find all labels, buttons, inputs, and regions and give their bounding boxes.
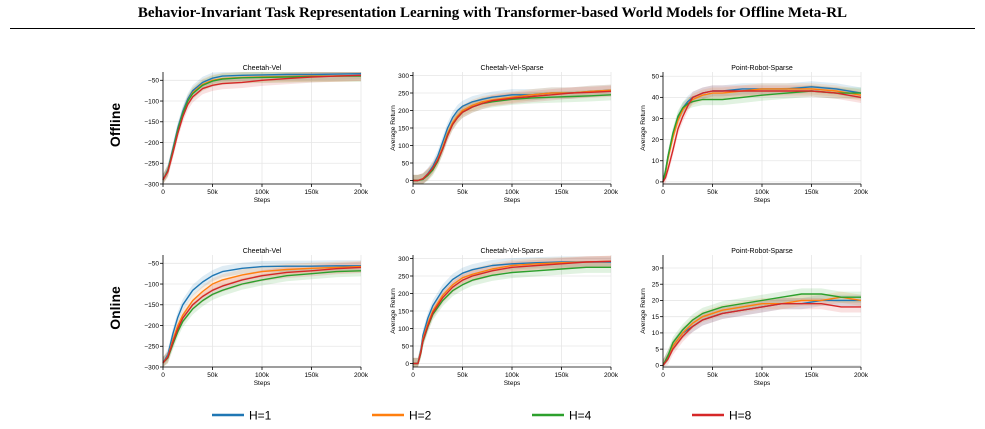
y-tick-label: 50	[402, 343, 410, 350]
y-axis-label: Average Return	[390, 288, 397, 334]
y-tick-label: 20	[652, 137, 660, 144]
y-tick-label: −200	[144, 140, 159, 147]
chart-online-cheetah-vel-sparse: 0 50k 100k 150k 200k 0 50 100 150 200 250 300 Cheeta…	[390, 248, 619, 387]
y-tick-label: 50	[652, 74, 660, 81]
y-tick-label: 250	[398, 90, 409, 97]
legend-label-h1: H=1	[249, 409, 272, 423]
y-tick-label: 10	[652, 158, 660, 165]
y-tick-label: 0	[405, 361, 409, 368]
y-tick-label: 300	[398, 256, 409, 263]
y-tick-label: 150	[398, 125, 409, 132]
y-tick-label: 25	[652, 282, 660, 289]
y-tick-label: −50	[148, 261, 159, 268]
x-tick-label: 0	[661, 372, 665, 379]
y-axis-label: Average Return	[640, 105, 647, 151]
legend-label-h4: H=4	[569, 409, 592, 423]
y-tick-label: 40	[652, 95, 660, 102]
y-tick-label: 100	[398, 326, 409, 333]
x-tick-label: 0	[161, 189, 165, 196]
y-tick-label: 10	[652, 330, 660, 337]
x-tick-label: 200k	[354, 372, 369, 379]
x-tick-label: 50k	[207, 189, 218, 196]
x-tick-label: 0	[161, 372, 165, 379]
y-tick-label: 200	[398, 291, 409, 298]
y-tick-label: −150	[144, 302, 159, 309]
x-tick-label: 50k	[707, 189, 718, 196]
chart-title: Point-Robot-Sparse	[731, 65, 793, 72]
x-tick-label: 200k	[604, 372, 619, 379]
x-tick-label: 150k	[304, 372, 319, 379]
legend-label-h8: H=8	[729, 409, 752, 423]
x-tick-label: 50k	[457, 189, 468, 196]
x-tick-label: 100k	[505, 189, 520, 196]
y-tick-label: 15	[652, 314, 660, 321]
x-tick-label: 100k	[505, 372, 520, 379]
y-tick-label: −250	[144, 161, 159, 168]
y-tick-label: −100	[144, 98, 159, 105]
chart-title: Cheetah-Vel	[243, 248, 282, 255]
x-tick-label: 50k	[207, 372, 218, 379]
x-axis-label: Steps	[254, 380, 271, 387]
row-label-offline: Offline	[107, 103, 123, 148]
x-tick-label: 150k	[804, 372, 819, 379]
y-tick-label: −250	[144, 344, 159, 351]
y-axis-label: Average Return	[390, 105, 397, 151]
y-tick-label: 0	[655, 179, 659, 186]
x-tick-label: 100k	[755, 189, 770, 196]
x-tick-label: 0	[661, 189, 665, 196]
y-tick-label: −300	[144, 364, 159, 371]
y-tick-label: 150	[398, 308, 409, 315]
x-axis-label: Steps	[504, 197, 521, 204]
x-tick-label: 50k	[457, 372, 468, 379]
y-tick-label: 0	[405, 178, 409, 185]
legend: H=1 H=2 H=4 H=8	[212, 409, 752, 423]
x-tick-label: 150k	[304, 189, 319, 196]
x-tick-label: 150k	[554, 189, 569, 196]
x-tick-label: 100k	[755, 372, 770, 379]
chart-title: Cheetah-Vel-Sparse	[480, 248, 543, 255]
y-tick-label: −100	[144, 281, 159, 288]
y-tick-label: 300	[398, 73, 409, 80]
y-tick-label: 200	[398, 108, 409, 115]
chart-title: Point-Robot-Sparse	[731, 248, 793, 255]
x-tick-label: 200k	[854, 372, 869, 379]
chart-online-point-robot-sparse: 0 50k 100k 150k 200k 0 5 10 15 20 25 30 Point-Robot-…	[640, 248, 869, 387]
x-tick-label: 200k	[854, 189, 869, 196]
chart-offline-point-robot-sparse: 0 50k 100k 150k 200k 0 10 20 30 40 50 Point-Robot-S…	[640, 65, 869, 204]
chart-title: Cheetah-Vel-Sparse	[480, 65, 543, 72]
y-tick-label: 5	[655, 346, 659, 353]
y-tick-label: 250	[398, 273, 409, 280]
chart-offline-cheetah-vel-sparse: 0 50k 100k 150k 200k 0 50 100 150 200 250 300 Cheeta…	[390, 65, 619, 204]
x-tick-label: 100k	[255, 372, 270, 379]
x-tick-label: 200k	[604, 189, 619, 196]
y-tick-label: 50	[402, 160, 410, 167]
x-tick-label: 0	[411, 372, 415, 379]
x-axis-label: Steps	[254, 197, 271, 204]
chart-title: Cheetah-Vel	[243, 65, 282, 72]
row-label-online: Online	[107, 286, 123, 330]
y-tick-label: 20	[652, 298, 660, 305]
legend-label-h2: H=2	[409, 409, 432, 423]
y-tick-label: 30	[652, 116, 660, 123]
x-tick-label: 150k	[804, 189, 819, 196]
y-tick-label: 100	[398, 143, 409, 150]
x-tick-label: 50k	[707, 372, 718, 379]
chart-offline-cheetah-vel: 0 50k 100k 150k 200k −300 −250 −200 −150 −100 −50 C…	[144, 65, 368, 204]
x-axis-label: Steps	[754, 197, 771, 204]
y-tick-label: −50	[148, 78, 159, 85]
x-axis-label: Steps	[504, 380, 521, 387]
x-tick-label: 0	[411, 189, 415, 196]
x-tick-label: 150k	[554, 372, 569, 379]
x-axis-label: Steps	[754, 380, 771, 387]
y-axis-label: Average Return	[640, 288, 647, 334]
x-tick-label: 200k	[354, 189, 369, 196]
y-tick-label: −150	[144, 119, 159, 126]
y-tick-label: −300	[144, 181, 159, 188]
y-tick-label: 30	[652, 265, 660, 272]
chart-online-cheetah-vel: 0 50k 100k 150k 200k −300 −250 −200 −150 −100 −50 C…	[144, 248, 368, 387]
y-tick-label: 0	[655, 363, 659, 370]
x-tick-label: 100k	[255, 189, 270, 196]
y-tick-label: −200	[144, 323, 159, 330]
